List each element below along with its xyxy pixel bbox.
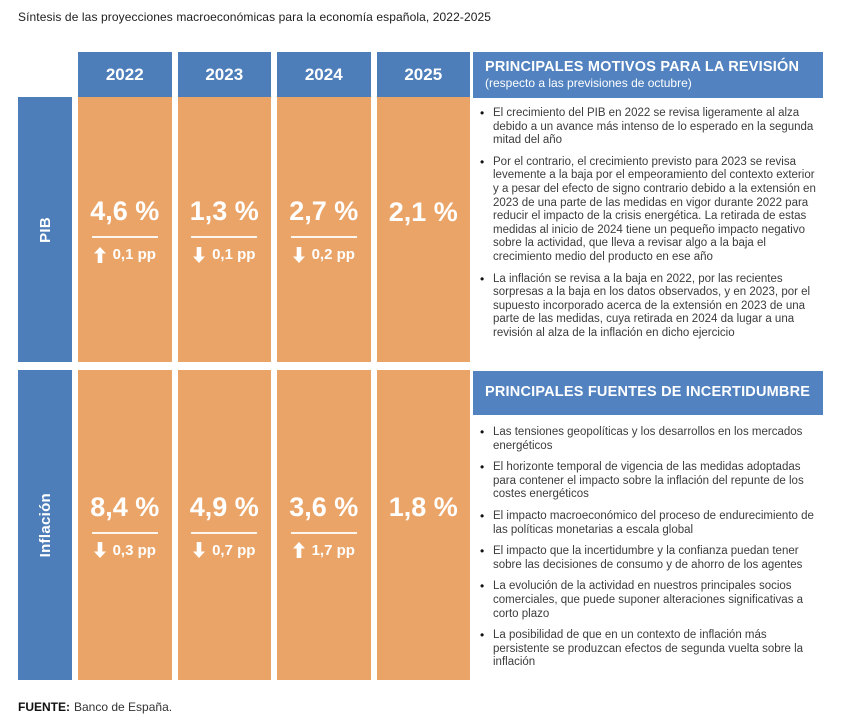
bullet-item: El horizonte temporal de vigencia de las… bbox=[479, 461, 823, 502]
panel-title: PRINCIPALES MOTIVOS PARA LA REVISIÓN bbox=[485, 58, 800, 75]
cell-inflacion-2022: 8,4 % 0,3 pp bbox=[78, 370, 172, 680]
cell-value: 2,1 % bbox=[388, 196, 458, 227]
revision-value: 0,7 pp bbox=[212, 541, 256, 559]
revision-divider bbox=[290, 236, 357, 238]
revision-block: 1,7 pp bbox=[290, 523, 357, 559]
cell-value: 3,6 % bbox=[289, 491, 359, 522]
bullet-item: La inflación se revisa a la baja en 2022… bbox=[479, 273, 823, 341]
bullet-item: El crecimiento del PIB en 2022 se revisa… bbox=[479, 107, 823, 148]
bullet-item: Las tensiones geopolíticas y los desarro… bbox=[479, 426, 823, 453]
bullet-list-incertidumbre: Las tensiones geopolíticas y los desarro… bbox=[479, 426, 823, 678]
cell-value: 1,8 % bbox=[388, 492, 458, 522]
panel-subtitle: (respecto a las previsiones de octubre) bbox=[485, 75, 692, 90]
cell-inflacion-2024: 3,6 % 1,7 pp bbox=[277, 370, 371, 680]
cell-pib-2024: 2,7 % 0,2 pp bbox=[277, 97, 371, 362]
cell-value: 1,3 % bbox=[189, 196, 259, 226]
source-label: FUENTE: bbox=[18, 700, 70, 714]
revision-block: 0,1 pp bbox=[191, 227, 258, 263]
panel-title: PRINCIPALES FUENTES DE INCERTIDUMBRE bbox=[485, 384, 811, 401]
row-label-pib: PIB bbox=[18, 97, 72, 362]
revision-value: 0,1 pp bbox=[112, 246, 156, 263]
revision-value: 0,1 pp bbox=[212, 246, 256, 263]
revision-value: 0,3 pp bbox=[112, 541, 156, 559]
revision-block: 0,3 pp bbox=[91, 523, 158, 559]
bullet-list-motivos: El crecimiento del PIB en 2022 se revisa… bbox=[479, 107, 823, 349]
revision-block: 0,1 pp bbox=[91, 227, 158, 263]
year-header-2023: 2023 bbox=[177, 52, 271, 97]
revision-value: 1,7 pp bbox=[311, 541, 355, 559]
revision-value: 0,2 pp bbox=[311, 246, 355, 263]
down-arrow-icon bbox=[193, 542, 206, 558]
cell-pib-2025: 2,1 % bbox=[376, 97, 470, 362]
year-header-2022: 2022 bbox=[78, 52, 172, 97]
cell-value: 2,7 % bbox=[289, 196, 359, 226]
row-label-inflacion: Inflación bbox=[18, 370, 72, 680]
cell-inflacion-2023: 4,9 % 0,7 pp bbox=[177, 370, 271, 680]
revision-divider bbox=[191, 236, 258, 238]
row-label-inflacion-text: Inflación bbox=[36, 492, 54, 558]
year-header-2025: 2025 bbox=[376, 52, 470, 97]
cell-value: 4,6 % bbox=[90, 196, 160, 226]
down-arrow-icon bbox=[193, 246, 206, 263]
revision-divider bbox=[91, 531, 158, 534]
panel-header-motivos: PRINCIPALES MOTIVOS PARA LA REVISIÓN (re… bbox=[473, 52, 823, 98]
cell-value: 8,4 % bbox=[90, 491, 160, 522]
bullet-item: El impacto que la incertidumbre y la con… bbox=[479, 545, 823, 572]
bullet-item: La posibilidad de que en un contexto de … bbox=[479, 629, 823, 670]
panel-header-incertidumbre: PRINCIPALES FUENTES DE INCERTIDUMBRE bbox=[473, 371, 823, 415]
cell-pib-2022: 4,6 % 0,1 pp bbox=[78, 97, 172, 362]
bullet-item: La evolución de la actividad en nuestros… bbox=[479, 580, 823, 621]
row-gap bbox=[18, 362, 470, 370]
up-arrow-icon bbox=[292, 542, 305, 558]
page-title: Síntesis de las proyecciones macroeconóm… bbox=[18, 10, 492, 24]
revision-divider bbox=[290, 531, 357, 534]
cell-inflacion-2025: 1,8 % bbox=[376, 370, 470, 680]
up-arrow-icon bbox=[93, 246, 106, 263]
revision-block: 0,2 pp bbox=[290, 227, 357, 263]
down-arrow-icon bbox=[93, 542, 106, 558]
cell-value: 4,9 % bbox=[189, 491, 259, 522]
bullet-item: Por el contrario, el crecimiento previst… bbox=[479, 156, 823, 265]
bullet-item: El impacto macroeconómico del proceso de… bbox=[479, 510, 823, 537]
revision-divider bbox=[91, 236, 158, 238]
year-header-2024: 2024 bbox=[277, 52, 371, 97]
cell-pib-2023: 1,3 % 0,1 pp bbox=[177, 97, 271, 362]
corner-spacer bbox=[18, 52, 72, 97]
source-note: FUENTE: Banco de España. bbox=[18, 700, 172, 714]
row-label-pib-text: PIB bbox=[36, 216, 54, 243]
projections-table: 2022 2023 2024 2025 PIB 4,6 % 0,1 pp 1,3… bbox=[18, 52, 470, 680]
source-text: Banco de España. bbox=[74, 700, 173, 714]
down-arrow-icon bbox=[292, 246, 305, 263]
revision-block: 0,7 pp bbox=[191, 523, 258, 559]
revision-divider bbox=[191, 531, 258, 534]
